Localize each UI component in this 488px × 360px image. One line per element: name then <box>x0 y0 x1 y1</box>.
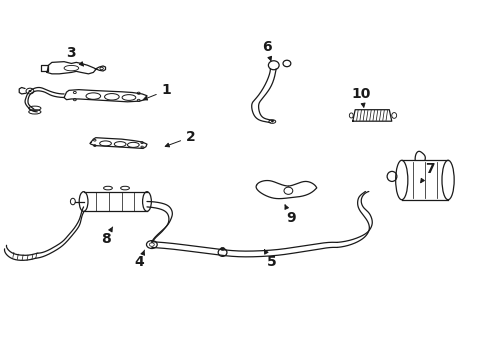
Text: 7: 7 <box>420 162 434 183</box>
Text: 2: 2 <box>165 130 195 147</box>
Text: 10: 10 <box>351 87 370 107</box>
Text: 4: 4 <box>135 250 144 270</box>
Ellipse shape <box>270 121 273 122</box>
Text: 5: 5 <box>264 250 276 270</box>
Text: 1: 1 <box>143 84 171 100</box>
Text: 3: 3 <box>66 46 83 66</box>
Text: 8: 8 <box>101 227 112 246</box>
Text: 6: 6 <box>261 40 271 60</box>
Ellipse shape <box>28 90 31 92</box>
Text: 9: 9 <box>285 205 295 225</box>
